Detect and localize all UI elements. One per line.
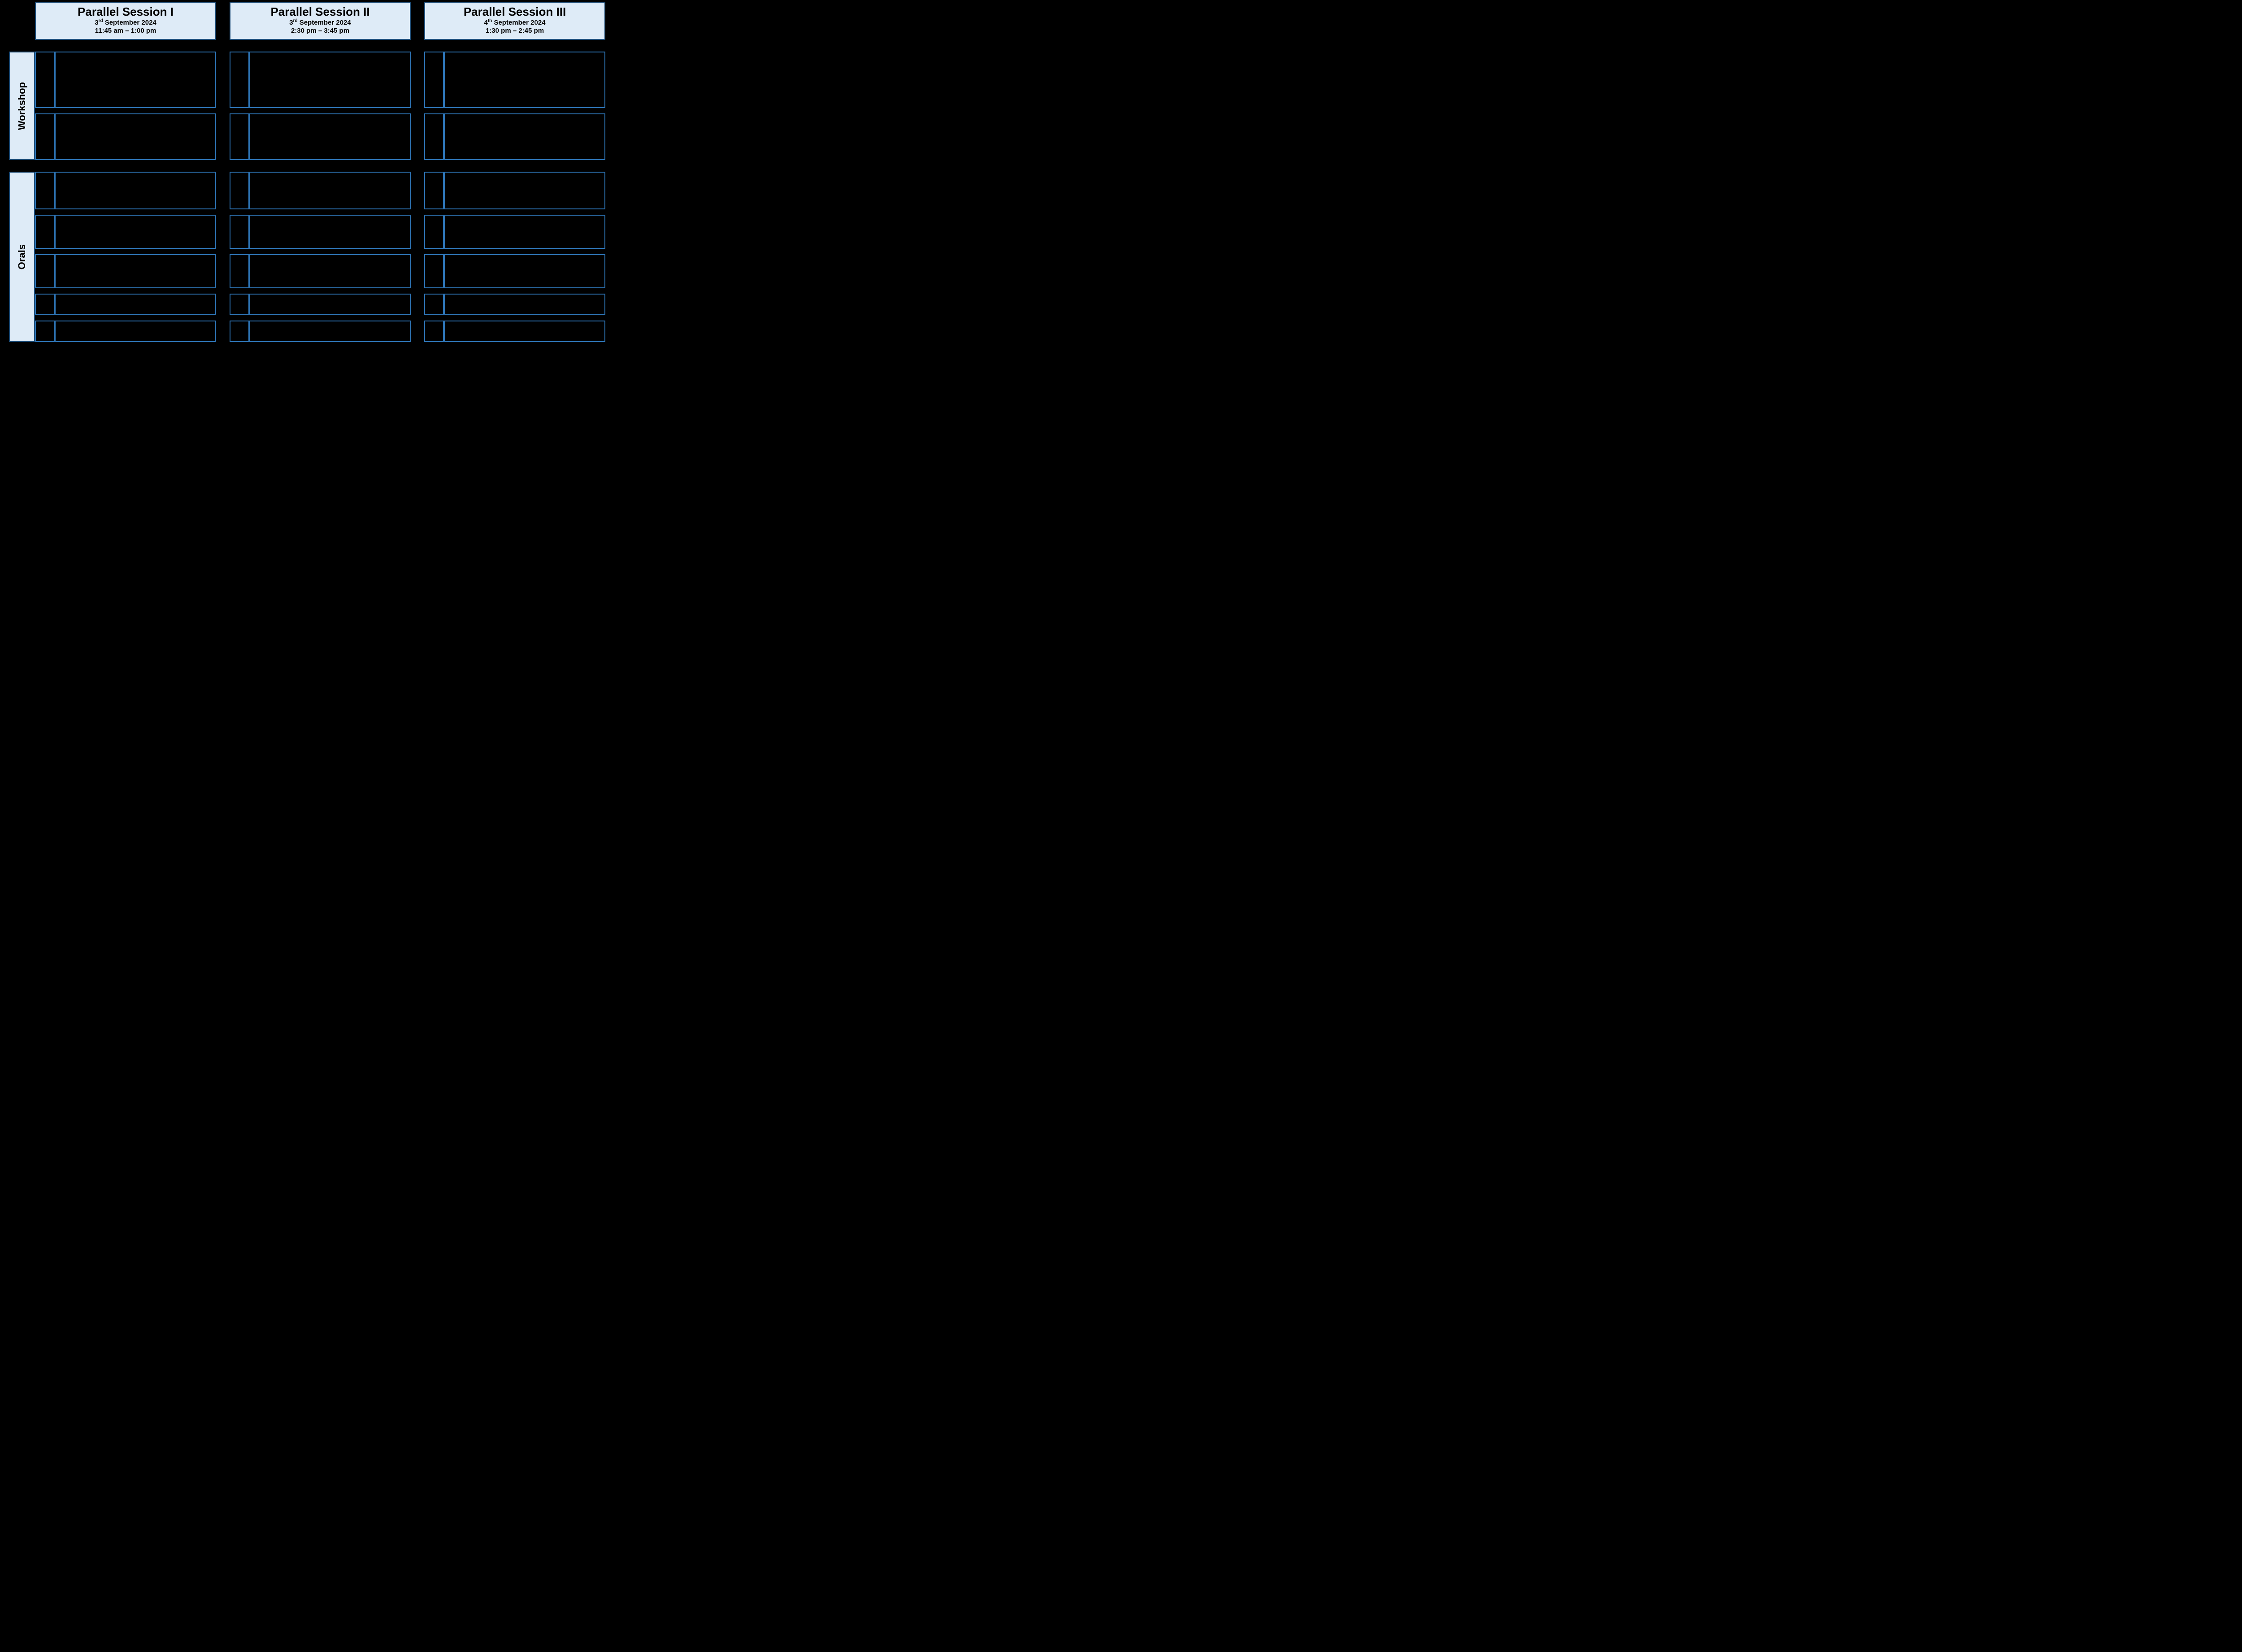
slot-content-box	[249, 321, 411, 342]
session-time: 2:30 pm – 3:45 pm	[232, 27, 408, 35]
session-header: Parallel Session III4th September 20241:…	[424, 2, 605, 40]
slot-code-box	[35, 172, 55, 209]
slot-content-box	[55, 113, 216, 160]
slot-code-box	[424, 321, 444, 342]
rowgroup-label: Orals	[9, 172, 35, 342]
session-title: Parallel Session III	[427, 5, 603, 18]
slot-code-box	[424, 172, 444, 209]
slot-code-box	[230, 215, 249, 249]
slot-content-box	[55, 215, 216, 249]
rowgroup-label-text: Workshop	[16, 82, 28, 130]
slot-content-box	[444, 113, 605, 160]
slot-content-box	[444, 52, 605, 108]
slot-code-box	[35, 52, 55, 108]
slot-code-box	[424, 294, 444, 315]
slot-code-box	[35, 215, 55, 249]
schedule-grid: Parallel Session I3rd September 202411:4…	[9, 2, 2233, 342]
session-date: 3rd September 2024	[232, 18, 408, 27]
slot-code-box	[35, 321, 55, 342]
slot-code-box	[424, 113, 444, 160]
rowgroup-label: Workshop	[9, 52, 35, 160]
slot-code-box	[424, 52, 444, 108]
slot-content-box	[444, 321, 605, 342]
slot-content-box	[249, 294, 411, 315]
slot-content-box	[249, 52, 411, 108]
slot-content-box	[444, 215, 605, 249]
rowgroup-label-text: Orals	[16, 244, 28, 269]
slot-content-box	[249, 113, 411, 160]
slot-code-box	[424, 215, 444, 249]
session-time: 1:30 pm – 2:45 pm	[427, 27, 603, 35]
slot-content-box	[249, 254, 411, 288]
slot-content-box	[444, 254, 605, 288]
slot-code-box	[35, 294, 55, 315]
slot-code-box	[230, 254, 249, 288]
slot-code-box	[35, 113, 55, 160]
slot-code-box	[230, 52, 249, 108]
session-date: 4th September 2024	[427, 18, 603, 27]
session-header: Parallel Session II3rd September 20242:3…	[230, 2, 411, 40]
slot-content-box	[444, 294, 605, 315]
slot-code-box	[35, 254, 55, 288]
slot-code-box	[230, 172, 249, 209]
slot-content-box	[249, 172, 411, 209]
slot-content-box	[55, 52, 216, 108]
session-title: Parallel Session II	[232, 5, 408, 18]
slot-code-box	[424, 254, 444, 288]
session-time: 11:45 am – 1:00 pm	[38, 27, 213, 35]
slot-content-box	[249, 215, 411, 249]
slot-code-box	[230, 321, 249, 342]
slot-content-box	[55, 172, 216, 209]
slot-content-box	[55, 294, 216, 315]
slot-code-box	[230, 294, 249, 315]
slot-content-box	[444, 172, 605, 209]
session-title: Parallel Session I	[38, 5, 213, 18]
slot-content-box	[55, 321, 216, 342]
session-date: 3rd September 2024	[38, 18, 213, 27]
slot-code-box	[230, 113, 249, 160]
slot-content-box	[55, 254, 216, 288]
session-header: Parallel Session I3rd September 202411:4…	[35, 2, 216, 40]
